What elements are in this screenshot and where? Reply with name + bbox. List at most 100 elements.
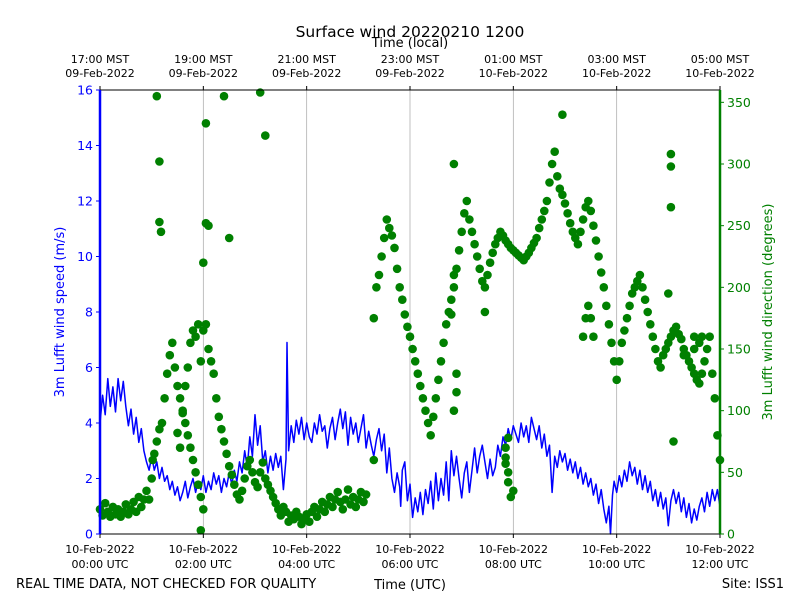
wind-direction-point: [188, 455, 198, 465]
wind-direction-series: [95, 88, 725, 535]
bottom-tick-time: 08:00 UTC: [485, 558, 542, 571]
wind-direction-point: [170, 363, 180, 372]
wind-direction-point: [565, 218, 575, 228]
wind-direction-point: [589, 221, 598, 230]
wind-direction-point: [421, 406, 430, 416]
wind-direction-point: [669, 437, 678, 446]
site-label: Site: ISS1: [722, 577, 784, 592]
wind-direction-point: [648, 332, 658, 342]
wind-direction-point: [219, 91, 229, 101]
wind-direction-point: [651, 344, 660, 354]
wind-direction-point: [449, 406, 459, 416]
wind-direction-point: [351, 502, 361, 512]
wind-direction-point: [245, 455, 255, 465]
wind-direction-point: [343, 485, 353, 494]
wind-direction-point: [248, 468, 257, 477]
wind-direction-point: [191, 332, 200, 342]
chart-title: Surface wind 20220210 1200: [296, 23, 525, 41]
wind-direction-point: [643, 307, 652, 317]
wind-direction-point: [312, 512, 322, 521]
left-tick-label: 12: [77, 194, 93, 209]
left-tick-label: 14: [77, 138, 93, 153]
wind-direction-point: [573, 239, 583, 249]
wind-direction-point: [488, 248, 498, 258]
wind-direction-point: [584, 196, 593, 206]
wind-direction-point: [400, 310, 410, 319]
wind-direction-point: [441, 320, 451, 329]
wind-direction-point: [640, 295, 650, 305]
wind-direction-point: [607, 338, 616, 348]
wind-direction-point: [540, 206, 549, 216]
wind-direction-point: [545, 178, 554, 187]
wind-direction-point: [100, 498, 110, 508]
wind-direction-point: [398, 295, 407, 305]
top-tick-date: 09-Feb-2022: [169, 67, 238, 80]
wind-direction-point: [617, 338, 627, 348]
wind-direction-point: [258, 458, 268, 467]
wind-direction-point: [392, 264, 402, 274]
wind-direction-point: [697, 369, 707, 379]
wind-direction-point: [237, 486, 247, 496]
wind-direction-point: [385, 223, 394, 233]
wind-direction-point: [460, 209, 469, 218]
wind-direction-point: [173, 381, 182, 391]
wind-direction-point: [413, 369, 423, 379]
wind-direction-point: [547, 159, 557, 169]
bottom-tick-date: 10-Feb-2022: [479, 543, 548, 556]
wind-direction-point: [467, 227, 477, 237]
wind-direction-point: [485, 258, 495, 268]
wind-direction-point: [635, 270, 645, 280]
wind-direction-point: [625, 301, 634, 311]
wind-direction-point: [447, 310, 456, 319]
wind-direction-point: [666, 149, 676, 159]
wind-direction-point: [558, 110, 567, 119]
wind-direction-point: [418, 394, 428, 403]
top-tick-time: 17:00 MST: [71, 53, 130, 66]
wind-direction-point: [147, 474, 156, 483]
wind-direction-point: [534, 223, 544, 233]
wind-direction-point: [470, 239, 479, 249]
right-tick-label: 0: [727, 527, 735, 542]
wind-direction-point: [542, 196, 552, 206]
wind-direction-point: [596, 268, 606, 277]
wind-direction-point: [602, 301, 611, 311]
wind-direction-point: [152, 437, 162, 446]
wind-direction-point: [261, 131, 270, 140]
wind-direction-point: [462, 196, 472, 206]
vertical-grid: [202, 90, 618, 534]
right-axis-label: 3m Lufft wind direction (degrees): [761, 204, 776, 421]
wind-direction-point: [452, 369, 461, 379]
right-tick-label: 350: [727, 95, 751, 110]
left-tick-label: 2: [85, 471, 93, 486]
top-tick-date: 09-Feb-2022: [65, 67, 134, 80]
wind-direction-point: [434, 375, 443, 385]
wind-direction-point: [578, 332, 588, 342]
wind-direction-point: [475, 264, 485, 274]
wind-direction-point: [622, 313, 632, 323]
wind-direction-point: [255, 88, 265, 97]
wind-direction-point: [372, 283, 381, 292]
left-tick-label: 16: [77, 83, 93, 98]
wind-direction-point: [671, 322, 681, 332]
right-tick-label: 100: [727, 403, 751, 418]
wind-direction-point: [599, 283, 609, 292]
wind-direction-point: [157, 418, 167, 428]
wind-direction-point: [620, 326, 629, 335]
bottom-tick-date: 10-Feb-2022: [375, 543, 444, 556]
wind-direction-point: [168, 338, 177, 348]
top-tick-date: 10-Feb-2022: [582, 67, 651, 80]
right-axis-ticks: 0 50 100 150 200 250 300 350: [720, 95, 751, 542]
wind-direction-point: [700, 357, 709, 366]
wind-direction-point: [439, 338, 448, 348]
quality-disclaimer: REAL TIME DATA, NOT CHECKED FOR QUALITY: [16, 577, 316, 592]
wind-direction-point: [204, 221, 213, 230]
top-tick-time: 23:00 MST: [381, 53, 440, 66]
wind-direction-point: [679, 350, 689, 360]
wind-direction-point: [646, 320, 655, 329]
top-tick-date: 10-Feb-2022: [685, 67, 754, 80]
right-tick-label: 300: [727, 157, 751, 172]
wind-direction-point: [454, 246, 464, 255]
wind-direction-point: [193, 480, 203, 490]
wind-direction-point: [191, 468, 200, 477]
wind-direction-point: [584, 301, 593, 311]
